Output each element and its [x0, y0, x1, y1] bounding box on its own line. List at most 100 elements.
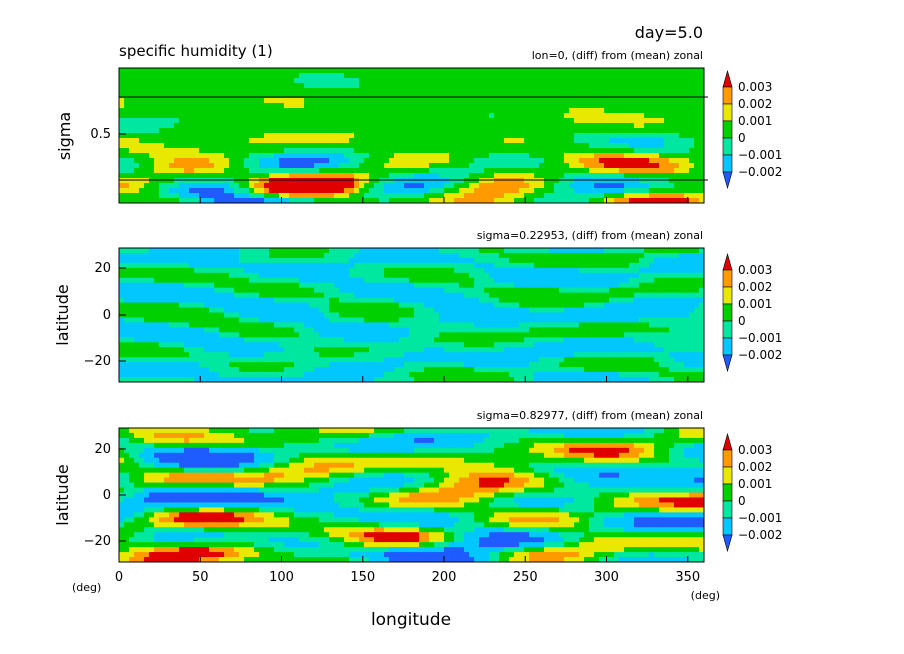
heatmap-cell: [379, 193, 385, 199]
heatmap-cell: [634, 93, 640, 99]
heatmap-cell: [394, 98, 400, 104]
heatmap-cell: [409, 108, 415, 114]
heatmap-cell: [544, 317, 550, 324]
heatmap-cell: [329, 128, 335, 134]
heatmap-cell: [264, 173, 270, 179]
heatmap-cell: [404, 193, 410, 199]
heatmap-cell: [274, 148, 280, 154]
heatmap-cell: [659, 173, 665, 179]
heatmap-cell: [214, 317, 220, 324]
heatmap-cell: [179, 68, 185, 74]
heatmap-cell: [654, 143, 660, 149]
heatmap-cell: [609, 277, 615, 284]
heatmap-cell: [524, 307, 530, 314]
heatmap-cell: [424, 272, 430, 279]
heatmap-cell: [689, 297, 695, 304]
heatmap-cell: [329, 257, 335, 264]
heatmap-cell: [409, 198, 415, 203]
heatmap-cell: [249, 297, 255, 304]
heatmap-cell: [404, 98, 410, 104]
heatmap-cell: [349, 193, 355, 199]
heatmap-cell: [469, 198, 475, 203]
heatmap-cell: [559, 282, 565, 289]
heatmap-cell: [139, 193, 145, 199]
heatmap-cell: [634, 133, 640, 139]
heatmap-cell: [664, 93, 670, 99]
heatmap-cell: [584, 148, 590, 154]
heatmap-cell: [464, 173, 470, 179]
heatmap-cell: [444, 173, 450, 179]
heatmap-cell: [584, 292, 590, 299]
heatmap-cell: [209, 183, 215, 189]
heatmap-cell: [584, 103, 590, 109]
heatmap-cell: [154, 287, 160, 294]
heatmap-cell: [194, 248, 200, 254]
heatmap-cell: [119, 262, 125, 269]
heatmap-cell: [584, 78, 590, 84]
heatmap-cell: [409, 163, 415, 169]
heatmap-cell: [529, 267, 535, 274]
heatmap-cell: [319, 178, 325, 184]
heatmap-cell: [134, 193, 140, 199]
heatmap-cell: [224, 322, 230, 328]
heatmap-cell: [654, 163, 660, 169]
heatmap-cell: [119, 98, 125, 104]
heatmap-cell: [659, 158, 665, 164]
heatmap-cell: [124, 188, 130, 194]
heatmap-cell: [139, 143, 145, 149]
heatmap-cell: [549, 133, 555, 139]
heatmap-cell: [294, 307, 300, 314]
heatmap-cell: [539, 133, 545, 139]
heatmap-cell: [424, 123, 430, 129]
heatmap-cell: [574, 138, 580, 144]
heatmap-cell: [489, 307, 495, 314]
heatmap-cell: [449, 248, 455, 254]
heatmap-cell: [524, 168, 530, 174]
heatmap-cell: [634, 262, 640, 269]
heatmap-cell: [554, 143, 560, 149]
heatmap-cell: [589, 78, 595, 84]
heatmap-cell: [419, 248, 425, 254]
heatmap-cell: [549, 198, 555, 203]
heatmap-cell: [179, 143, 185, 149]
heatmap-cell: [389, 98, 395, 104]
heatmap-cell: [379, 83, 385, 89]
heatmap-cell: [664, 83, 670, 89]
heatmap-cell: [289, 252, 295, 259]
heatmap-cell: [594, 78, 600, 84]
panel-subtitle: sigma=0.22953, (diff) from (mean) zonal: [477, 229, 703, 242]
heatmap-cell: [119, 143, 125, 149]
heatmap-cell: [274, 83, 280, 89]
heatmap-cell: [229, 158, 235, 164]
heatmap-cell: [534, 98, 540, 104]
heatmap-cell: [519, 198, 525, 203]
heatmap-cell: [284, 113, 290, 119]
heatmap-cell: [344, 83, 350, 89]
heatmap-cell: [419, 143, 425, 149]
heatmap-cell: [564, 248, 570, 254]
heatmap-cell: [594, 267, 600, 274]
heatmap-cell: [259, 103, 265, 109]
heatmap-cell: [424, 93, 430, 99]
heatmap-cell: [229, 138, 235, 144]
heatmap-cell: [409, 168, 415, 174]
heatmap-cell: [489, 83, 495, 89]
heatmap-cell: [504, 83, 510, 89]
heatmap-cell: [394, 317, 400, 324]
heatmap-cell: [159, 277, 165, 284]
heatmap-cell: [199, 163, 205, 169]
heatmap-cell: [504, 88, 510, 94]
heatmap-cell: [254, 317, 260, 324]
heatmap-cell: [574, 93, 580, 99]
heatmap-cell: [384, 133, 390, 139]
heatmap-cell: [144, 297, 150, 304]
heatmap-cell: [519, 148, 525, 154]
heatmap-cell: [194, 277, 200, 284]
heatmap-cell: [324, 118, 330, 124]
heatmap-cell: [699, 163, 704, 169]
heatmap-cell: [564, 307, 570, 314]
heatmap-cell: [509, 198, 515, 203]
heatmap-cell: [519, 292, 525, 299]
heatmap-cell: [409, 267, 415, 274]
